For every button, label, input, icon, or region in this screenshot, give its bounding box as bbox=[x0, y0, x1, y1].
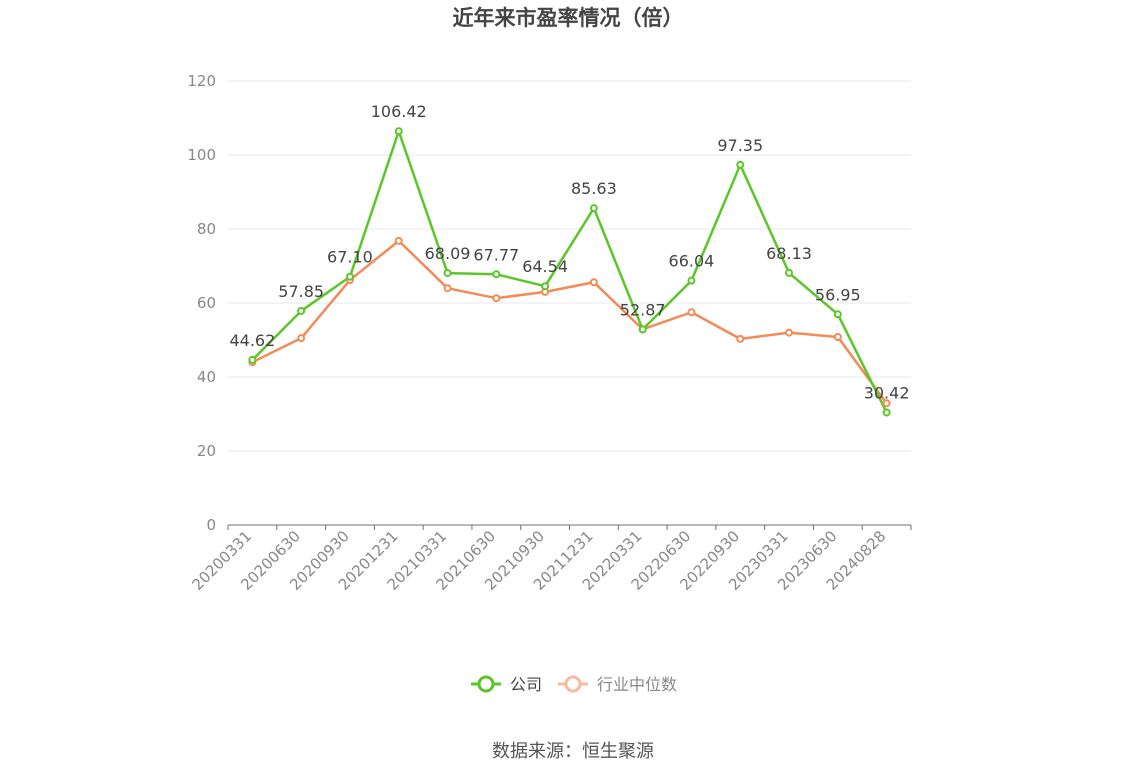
data-point-company[interactable] bbox=[492, 270, 501, 279]
data-point-company[interactable] bbox=[248, 355, 257, 364]
data-point-industry-median[interactable] bbox=[736, 334, 745, 343]
grid-lines bbox=[228, 80, 911, 452]
y-tick-label: 60 bbox=[197, 294, 216, 312]
y-tick-label: 120 bbox=[187, 72, 216, 90]
data-label: 56.95 bbox=[815, 285, 861, 304]
data-point-industry-median[interactable] bbox=[443, 284, 452, 293]
legend-marker-company bbox=[477, 675, 495, 693]
data-label: 67.77 bbox=[473, 245, 519, 264]
series-line-company bbox=[251, 129, 888, 414]
data-point-industry-median[interactable] bbox=[687, 308, 696, 317]
data-label: 67.10 bbox=[327, 248, 373, 267]
data-label: 106.42 bbox=[371, 102, 427, 121]
data-label: 68.13 bbox=[766, 244, 812, 263]
x-axis: 2020033120200630202009302020123120210331… bbox=[188, 524, 912, 594]
data-points bbox=[248, 127, 891, 417]
data-label: 30.42 bbox=[864, 383, 910, 402]
data-point-industry-median[interactable] bbox=[589, 278, 598, 287]
source-note: 数据来源：恒生聚源 bbox=[492, 741, 654, 762]
data-point-industry-median[interactable] bbox=[492, 294, 501, 303]
data-point-company[interactable] bbox=[443, 269, 452, 278]
data-label: 66.04 bbox=[669, 252, 715, 271]
y-axis-ticks: 0 20 40 60 80 100 120 bbox=[187, 72, 216, 534]
data-point-industry-median[interactable] bbox=[833, 333, 842, 342]
data-point-company[interactable] bbox=[297, 306, 306, 315]
y-tick-label: 40 bbox=[197, 368, 216, 386]
data-point-company[interactable] bbox=[687, 276, 696, 285]
data-point-company[interactable] bbox=[833, 310, 842, 319]
data-point-company[interactable] bbox=[638, 325, 647, 334]
data-label: 97.35 bbox=[717, 136, 763, 155]
legend-item-industry-median[interactable]: 行业中位数 bbox=[558, 675, 677, 694]
chart-title: 近年来市盈率情况（倍） bbox=[453, 6, 684, 30]
y-tick-label: 80 bbox=[197, 220, 216, 238]
data-point-company[interactable] bbox=[785, 268, 794, 277]
y-tick-label: 100 bbox=[187, 146, 216, 164]
data-point-company[interactable] bbox=[541, 282, 550, 291]
data-label: 57.85 bbox=[278, 282, 324, 301]
y-tick-label: 0 bbox=[206, 516, 216, 534]
data-label: 64.54 bbox=[522, 257, 568, 276]
legend-marker-industry-median bbox=[564, 675, 582, 693]
series-lines bbox=[251, 129, 888, 414]
data-point-industry-median[interactable] bbox=[785, 328, 794, 337]
data-point-company[interactable] bbox=[394, 127, 403, 136]
legend-item-company[interactable]: 公司 bbox=[471, 675, 542, 694]
legend-label-company: 公司 bbox=[510, 675, 542, 694]
data-label: 52.87 bbox=[620, 300, 666, 319]
legend: 公司 行业中位数 bbox=[471, 675, 677, 694]
data-label: 44.62 bbox=[229, 331, 275, 350]
data-label: 68.09 bbox=[425, 244, 471, 263]
y-tick-label: 20 bbox=[197, 442, 216, 460]
data-point-industry-median[interactable] bbox=[882, 399, 891, 408]
series-line-industry-median bbox=[251, 239, 888, 405]
data-point-company[interactable] bbox=[882, 408, 891, 417]
data-point-company[interactable] bbox=[736, 160, 745, 169]
data-label: 85.63 bbox=[571, 179, 617, 198]
legend-label-industry-median: 行业中位数 bbox=[597, 675, 677, 694]
data-point-company[interactable] bbox=[589, 204, 598, 213]
data-point-industry-median[interactable] bbox=[394, 236, 403, 245]
data-point-industry-median[interactable] bbox=[297, 334, 306, 343]
data-point-company[interactable] bbox=[345, 272, 354, 281]
